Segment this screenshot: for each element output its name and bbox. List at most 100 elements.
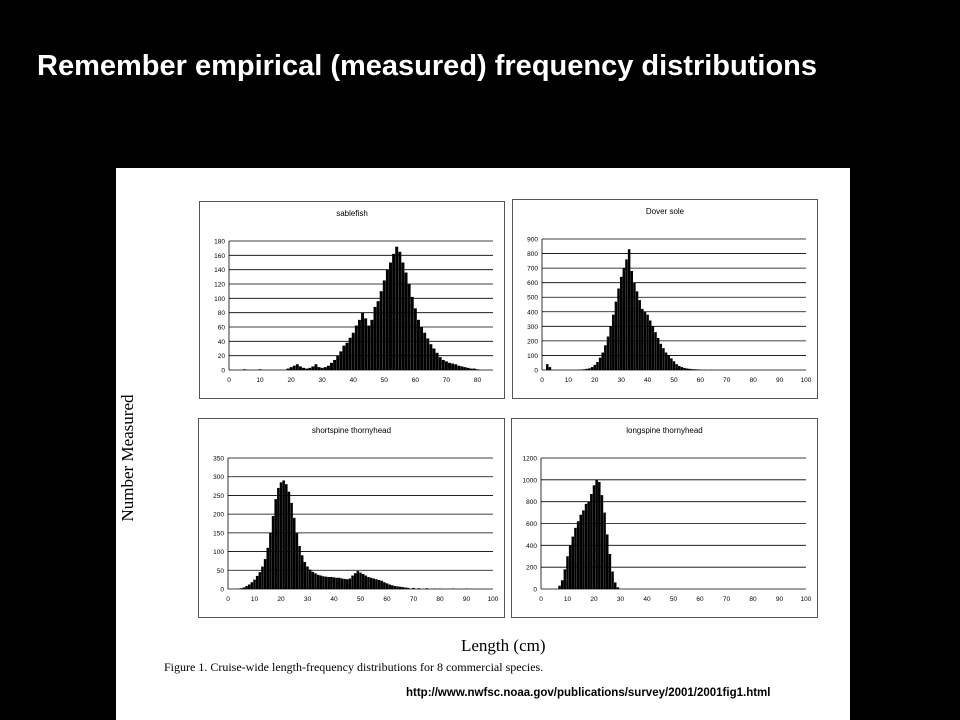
histogram-bar xyxy=(295,364,299,370)
histogram-bar xyxy=(327,577,330,589)
y-tick-label: 20 xyxy=(218,353,226,360)
y-tick-label: 600 xyxy=(526,521,537,528)
histogram-bar xyxy=(675,364,678,370)
x-tick-label: 20 xyxy=(288,377,296,384)
histogram-bar xyxy=(367,325,371,370)
histogram-bar xyxy=(308,569,312,589)
histogram-bar xyxy=(364,318,368,370)
histogram-bar xyxy=(319,575,323,589)
histogram-bar xyxy=(566,556,569,589)
histogram-bar xyxy=(303,562,307,589)
histogram-bar xyxy=(292,365,296,370)
histogram-bar xyxy=(323,367,327,370)
chart-longspine-thornyhead: longspine thornyhead02004006008001000120… xyxy=(511,418,818,618)
histogram-bar xyxy=(274,499,277,589)
y-tick-label: 0 xyxy=(220,587,224,594)
y-tick-label: 200 xyxy=(527,338,538,345)
histogram-bar xyxy=(574,527,577,589)
y-tick-label: 60 xyxy=(218,325,226,332)
histogram-bar xyxy=(667,355,670,370)
histogram-bar xyxy=(404,272,408,370)
histogram-bar xyxy=(391,585,394,589)
histogram-bar xyxy=(302,367,306,370)
histogram-bar xyxy=(326,365,330,370)
histogram-bar xyxy=(643,311,647,370)
histogram-bar xyxy=(286,368,290,370)
x-tick-label: 50 xyxy=(381,377,389,384)
histogram-bar xyxy=(451,363,455,370)
histogram-bar xyxy=(584,503,588,589)
histogram-bar xyxy=(351,575,354,589)
histogram-bar xyxy=(560,580,564,589)
histogram-bar xyxy=(611,571,614,589)
chart-title: sablefish xyxy=(336,209,368,218)
histogram-bar xyxy=(375,579,378,589)
histogram-bar xyxy=(612,314,615,370)
histogram-bar xyxy=(370,319,374,370)
histogram-bar xyxy=(340,578,344,589)
histogram-bar xyxy=(441,359,445,370)
histogram-bar xyxy=(255,575,259,589)
histogram-bar xyxy=(593,364,597,370)
x-tick-label: 70 xyxy=(723,596,731,603)
x-tick-label: 40 xyxy=(643,596,651,603)
histogram-bar xyxy=(245,586,248,589)
histogram-bar xyxy=(587,501,590,589)
histogram-bar xyxy=(454,364,458,370)
chart-title: Dover sole xyxy=(646,207,685,216)
x-tick-label: 20 xyxy=(590,596,598,603)
x-tick-label: 60 xyxy=(383,596,391,603)
y-tick-label: 160 xyxy=(214,253,225,260)
histogram-bar xyxy=(308,367,312,370)
histogram-bar xyxy=(438,357,442,370)
slide-title: Remember empirical (measured) frequency … xyxy=(37,50,817,82)
histogram-bar xyxy=(330,577,333,589)
histogram-bar xyxy=(460,366,464,370)
x-tick-label: 30 xyxy=(319,377,327,384)
histogram-bar xyxy=(406,587,410,589)
histogram-bar xyxy=(311,366,315,370)
x-tick-label: 50 xyxy=(357,596,365,603)
y-tick-label: 300 xyxy=(213,474,224,481)
histogram-bar xyxy=(401,587,405,589)
histogram-bar xyxy=(463,367,467,370)
histogram-bar xyxy=(271,516,275,589)
histogram-bar xyxy=(688,368,692,370)
x-tick-label: 10 xyxy=(251,596,259,603)
histogram-bar xyxy=(600,495,604,589)
histogram-bar xyxy=(407,284,411,370)
histogram-bar xyxy=(356,571,360,589)
x-tick-label: 60 xyxy=(412,377,420,384)
chart-dover-sole: Dover sole 0 100 200 300 400 500 600 700 800 900 0 1… xyxy=(512,199,818,399)
histogram-bar xyxy=(258,369,262,370)
histogram-bar xyxy=(590,494,593,589)
y-tick-label: 150 xyxy=(213,530,224,537)
histogram-bar xyxy=(320,367,324,370)
y-tick-label: 0 xyxy=(221,368,225,375)
histogram-bar xyxy=(285,484,288,589)
histogram-bar xyxy=(258,572,262,589)
y-tick-label: 200 xyxy=(526,565,537,572)
histogram-bar xyxy=(359,572,362,589)
y-tick-label: 100 xyxy=(527,353,538,360)
y-tick-label: 800 xyxy=(526,499,537,506)
y-tick-label: 100 xyxy=(214,296,225,303)
histogram-bar xyxy=(659,343,663,370)
histogram-bar xyxy=(388,584,391,589)
x-tick-label: 100 xyxy=(801,596,812,603)
x-tick-label: 70 xyxy=(723,377,731,384)
x-tick-label: 60 xyxy=(697,377,705,384)
histogram-bar xyxy=(348,578,352,589)
histogram-bar xyxy=(269,532,272,589)
histogram-bar xyxy=(696,369,700,370)
y-tick-label: 300 xyxy=(527,324,538,331)
histogram-bar xyxy=(630,271,634,370)
histogram-bar xyxy=(598,357,602,370)
y-tick-label: 700 xyxy=(527,266,538,273)
histogram-bar xyxy=(314,364,318,370)
histogram-bar xyxy=(367,577,370,589)
histogram-bar xyxy=(348,337,352,370)
histogram-bar xyxy=(592,485,596,589)
histogram-bar xyxy=(416,319,420,370)
histogram-bar xyxy=(672,361,676,370)
